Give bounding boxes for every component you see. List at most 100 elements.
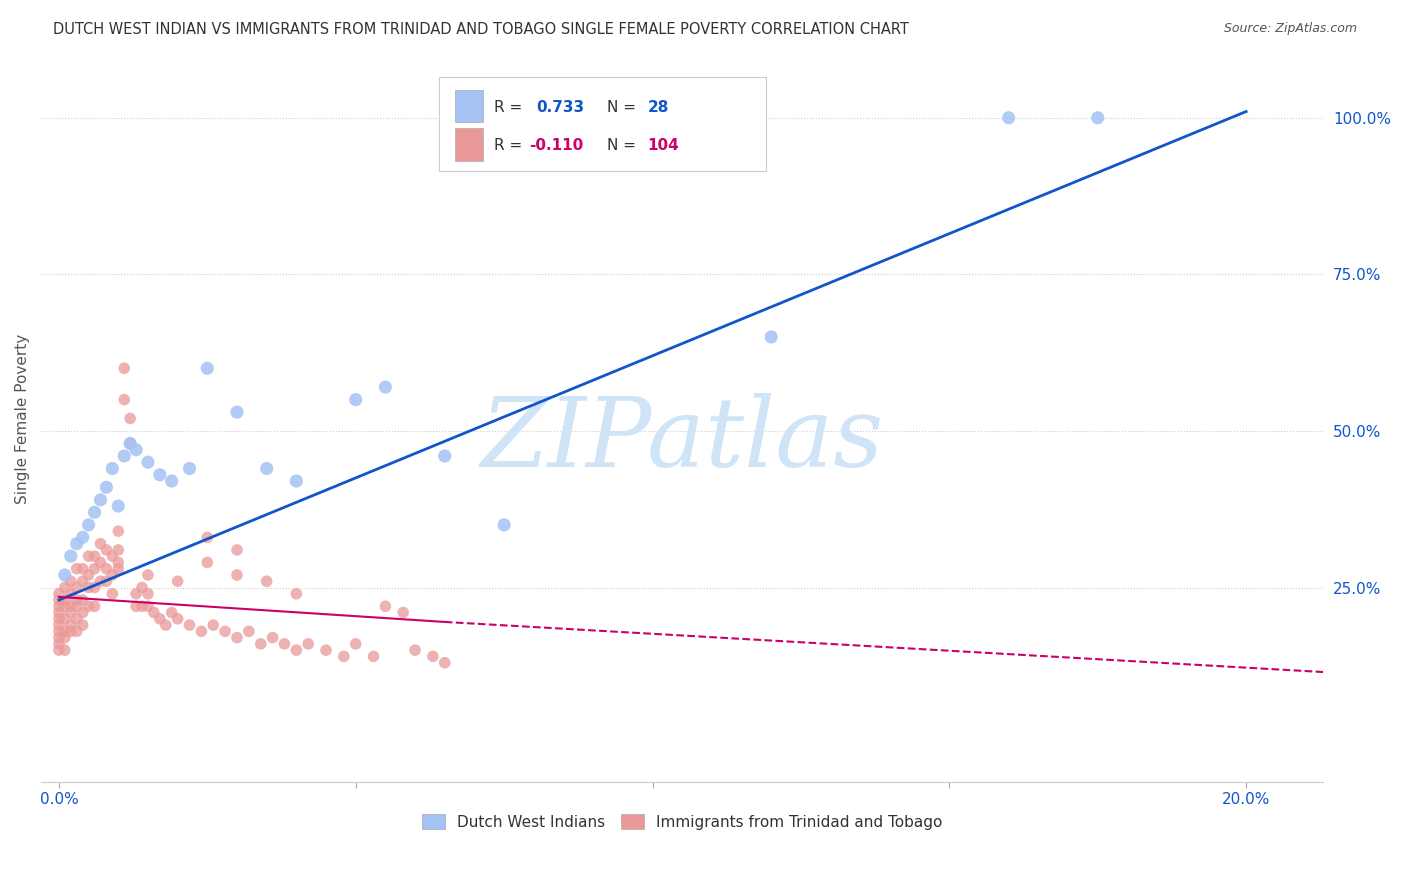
Point [77,568,100,582]
Point [997,111,1019,125]
Point [53,568,76,582]
Point [48,624,70,639]
Point [59,624,82,639]
Text: N =: N = [606,138,640,153]
Point [363,649,385,664]
Point [77,549,100,564]
FancyBboxPatch shape [456,90,484,122]
Text: ZIPatlas: ZIPatlas [481,393,884,487]
Point [262,631,284,645]
Point [89,492,111,507]
Point [66,612,89,626]
Point [131,581,153,595]
Point [83,599,105,614]
Point [142,606,165,620]
Point [83,562,105,576]
Point [344,637,367,651]
Text: R =: R = [494,138,527,153]
Point [72,606,94,620]
Point [1087,111,1109,125]
Point [77,599,100,614]
Point [120,436,142,450]
Text: 0.733: 0.733 [536,100,583,115]
Point [238,624,260,639]
Point [433,449,456,463]
Point [297,637,319,651]
Point [195,530,218,544]
Point [761,330,783,344]
Point [136,587,159,601]
Point [226,543,249,558]
Point [53,599,76,614]
Point [166,574,188,589]
Point [48,587,70,601]
Point [160,606,183,620]
Text: DUTCH WEST INDIAN VS IMMIGRANTS FROM TRINIDAD AND TOBAGO SINGLE FEMALE POVERTY C: DUTCH WEST INDIAN VS IMMIGRANTS FROM TRI… [53,22,910,37]
Point [422,649,444,664]
Point [66,536,89,550]
Point [107,499,129,513]
Text: 104: 104 [648,138,679,153]
Point [66,581,89,595]
Point [66,593,89,607]
Point [273,637,295,651]
Point [256,461,278,475]
Point [494,517,516,532]
Point [53,624,76,639]
Legend: Dutch West Indians, Immigrants from Trinidad and Tobago: Dutch West Indians, Immigrants from Trin… [416,807,948,836]
Point [53,581,76,595]
Point [53,612,76,626]
Point [107,524,129,538]
Point [120,411,142,425]
Point [249,637,271,651]
Point [48,631,70,645]
Point [96,574,118,589]
Point [83,505,105,519]
Point [59,574,82,589]
Point [59,549,82,564]
Point [112,392,135,407]
Point [107,562,129,576]
Point [315,643,337,657]
Text: N =: N = [606,100,640,115]
Point [59,587,82,601]
Point [136,568,159,582]
Point [48,599,70,614]
Point [107,543,129,558]
Point [179,461,201,475]
Point [59,599,82,614]
Point [125,442,148,457]
Point [48,637,70,651]
Point [226,405,249,419]
Point [72,562,94,576]
Point [96,480,118,494]
Point [374,599,396,614]
Point [125,587,148,601]
Point [101,461,124,475]
Point [125,599,148,614]
Point [433,656,456,670]
Point [392,606,415,620]
Point [149,467,172,482]
Point [131,599,153,614]
Point [48,593,70,607]
Point [226,631,249,645]
Point [285,474,308,488]
Y-axis label: Single Female Poverty: Single Female Poverty [15,334,30,503]
Point [59,606,82,620]
FancyBboxPatch shape [439,77,765,171]
Point [77,581,100,595]
Point [136,599,159,614]
Point [344,392,367,407]
Point [190,624,212,639]
Text: Source: ZipAtlas.com: Source: ZipAtlas.com [1223,22,1357,36]
Point [89,556,111,570]
Point [101,549,124,564]
Point [374,380,396,394]
Point [72,574,94,589]
Point [285,643,308,657]
Text: -0.110: -0.110 [530,138,583,153]
Point [101,568,124,582]
Point [112,361,135,376]
Point [195,556,218,570]
